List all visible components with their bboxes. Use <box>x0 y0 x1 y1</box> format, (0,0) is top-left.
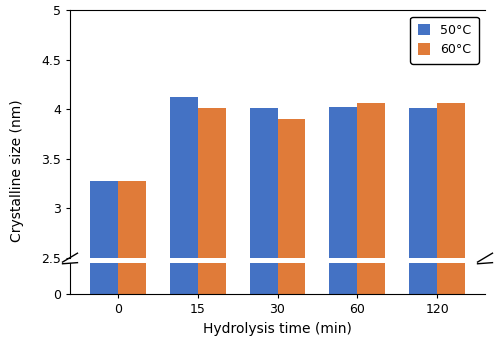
Bar <box>409 69 437 294</box>
Bar <box>170 63 198 294</box>
Bar <box>118 110 146 294</box>
Legend: 50°C, 60°C: 50°C, 60°C <box>410 16 479 64</box>
Bar <box>358 66 385 294</box>
Bar <box>90 182 118 342</box>
Bar <box>278 119 305 342</box>
Bar <box>118 182 146 342</box>
Bar <box>250 69 278 294</box>
Bar <box>437 66 465 294</box>
X-axis label: Hydrolysis time (min): Hydrolysis time (min) <box>203 322 352 336</box>
Bar <box>170 97 198 342</box>
Bar <box>250 108 278 342</box>
Bar <box>198 108 226 342</box>
Bar <box>437 103 465 342</box>
Text: Crystalline size (nm): Crystalline size (nm) <box>10 100 24 242</box>
Bar <box>358 103 385 342</box>
Bar <box>409 108 437 342</box>
Bar <box>278 75 305 294</box>
Bar <box>90 110 118 294</box>
Bar <box>330 68 357 294</box>
Bar <box>198 69 226 294</box>
Bar <box>330 107 357 342</box>
